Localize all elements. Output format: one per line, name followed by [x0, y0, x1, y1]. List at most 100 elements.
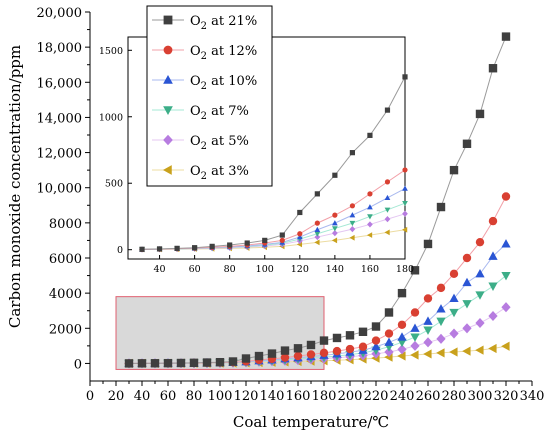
y-tick-label: 16,000 [37, 76, 83, 91]
x-tick-label: 140 [260, 389, 285, 404]
inset-y-tick-label: 0 [117, 245, 123, 256]
legend-marker [163, 74, 173, 84]
inset-data-point [349, 220, 356, 227]
y-tick-label: 0 [74, 357, 82, 372]
data-point [397, 338, 407, 348]
legend-label: O2 at 5% [190, 134, 249, 152]
legend: O2 at 21% O2 at 12% O2 at 10% O2 at 7% O2 at… [146, 5, 273, 187]
data-point [410, 266, 420, 275]
legend-label: O2 at 12% [190, 44, 257, 62]
inset-data-point [402, 226, 408, 233]
inset-data-point [367, 191, 373, 197]
data-point [358, 327, 368, 336]
x-tick-label: 300 [468, 389, 493, 404]
inset-data-point [402, 185, 408, 191]
legend-item: O2 at 10% [152, 74, 257, 92]
data-point [462, 139, 472, 148]
data-point [332, 333, 342, 343]
legend-item: O2 at 3% [152, 164, 249, 182]
inset-data-point [174, 245, 180, 251]
data-point [124, 359, 134, 368]
inset-data-point [332, 220, 338, 226]
data-point [501, 341, 510, 351]
inset-data-point [297, 209, 303, 216]
data-point [488, 343, 497, 354]
data-point [176, 358, 186, 368]
data-point [501, 192, 511, 201]
x-tick-label: 60 [160, 389, 177, 404]
data-point [449, 165, 459, 175]
data-point [332, 346, 342, 356]
data-point [384, 346, 394, 358]
inset-data-point [384, 194, 391, 201]
data-point [488, 251, 498, 260]
data-point [462, 323, 472, 334]
data-point [423, 239, 433, 249]
inset-series-line [142, 76, 406, 250]
legend-item: O2 at 12% [152, 44, 257, 62]
data-point [397, 320, 407, 329]
data-point [189, 358, 199, 368]
data-point [397, 344, 407, 355]
inset-data-point [349, 225, 356, 233]
x-tick-label: 280 [442, 389, 467, 404]
x-tick-label: 320 [494, 389, 519, 404]
data-point [410, 340, 420, 351]
data-point [163, 358, 173, 368]
x-tick-label: 260 [416, 389, 441, 404]
data-point [137, 359, 147, 368]
inset-data-point [367, 132, 373, 138]
inset-data-point [332, 172, 338, 178]
data-point [449, 293, 459, 302]
inset-x-tick-label: 60 [189, 264, 201, 275]
legend-marker [163, 15, 173, 25]
y-tick-label: 2000 [49, 322, 82, 337]
data-point [475, 268, 485, 278]
data-point [150, 359, 160, 368]
data-point [449, 269, 459, 279]
inset-data-point [402, 74, 408, 80]
data-point [371, 336, 381, 345]
inset-data-point [314, 233, 321, 241]
data-point [501, 32, 511, 41]
data-point [397, 351, 406, 361]
data-point [410, 350, 419, 360]
inset-data-point [244, 240, 250, 246]
data-point [293, 351, 303, 361]
y-tick-label: 8000 [49, 217, 82, 232]
inset-data-point [314, 239, 320, 246]
data-point [358, 342, 368, 351]
data-point [449, 347, 458, 357]
data-point [345, 331, 355, 340]
data-point [228, 357, 238, 366]
x-tick-label: 120 [234, 389, 259, 404]
data-point [462, 346, 471, 356]
inset-data-point [296, 234, 303, 240]
y-tick-label: 10,000 [37, 182, 83, 197]
data-point [423, 337, 433, 348]
inset-data-point [332, 226, 338, 232]
legend-label: O2 at 3% [190, 164, 249, 182]
inset-series-o2-at-21- [139, 74, 408, 252]
data-point [475, 237, 485, 247]
inset-data-point [314, 191, 320, 197]
data-point [306, 340, 316, 350]
data-point [423, 294, 433, 303]
inset-data-point [402, 167, 408, 173]
data-point [475, 345, 484, 355]
data-point [293, 344, 303, 353]
data-point [254, 351, 264, 361]
data-point [202, 358, 212, 367]
data-point [397, 288, 407, 298]
x-tick-label: 340 [520, 389, 545, 404]
inset-data-point [402, 210, 408, 217]
data-point [280, 353, 290, 362]
inset-data-point [279, 237, 285, 243]
data-point [319, 348, 329, 358]
y-tick-label: 14,000 [37, 111, 83, 126]
data-point [241, 354, 251, 363]
series-o2-at-21- [124, 32, 511, 368]
data-point [410, 323, 420, 332]
inset-data-point [139, 246, 145, 252]
data-point [345, 344, 355, 354]
